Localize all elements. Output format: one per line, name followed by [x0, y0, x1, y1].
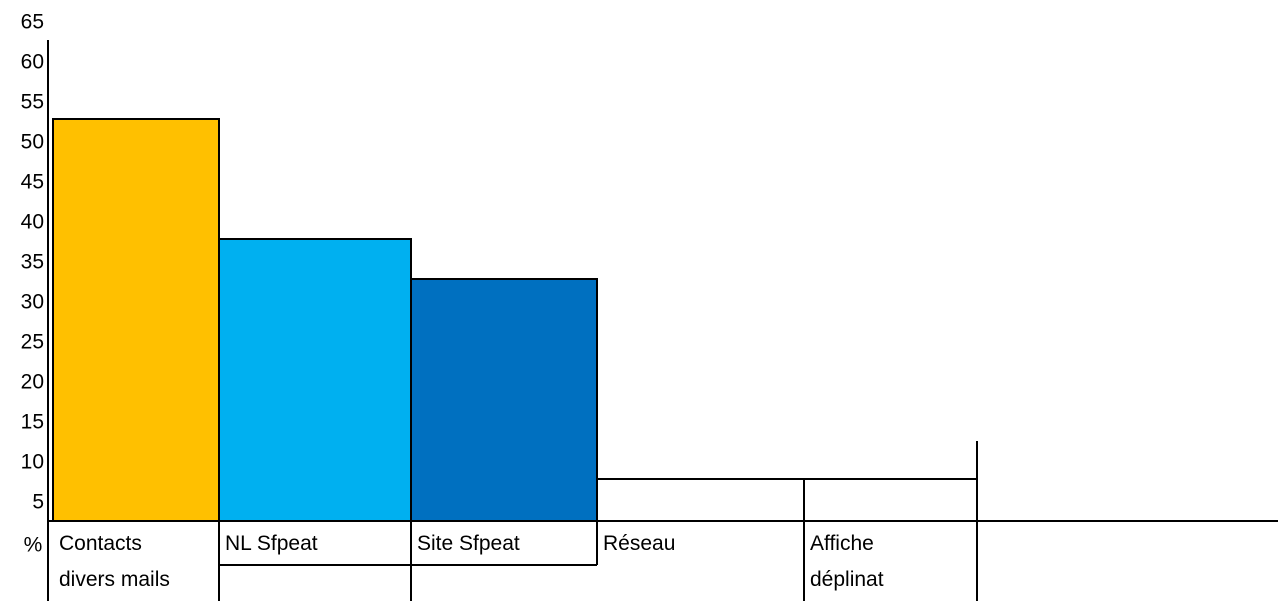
x-tick-label: Site Sfpeat [417, 532, 520, 555]
y-tick-label: 35 [21, 251, 44, 274]
y-tick-label: 40 [21, 211, 44, 234]
y-tick-label: 60 [21, 51, 44, 74]
bar [52, 118, 220, 522]
y-tick-label: 10 [21, 451, 44, 474]
bar [596, 478, 805, 522]
bar [410, 278, 598, 522]
y-tick-label: 65 [21, 11, 44, 34]
y-axis-label: % [24, 534, 43, 557]
x-tick-label: Contacts divers mails [59, 532, 170, 591]
y-tick-label: 25 [21, 331, 44, 354]
y-tick-label: 15 [21, 411, 44, 434]
y-tick-label: 55 [21, 91, 44, 114]
y-tick-label: 45 [21, 171, 44, 194]
y-tick-label: 20 [21, 371, 44, 394]
x-tick-label: NL Sfpeat [225, 532, 318, 555]
x-tick-label: Réseau [603, 532, 676, 555]
x-tick-label: Affiche déplinat [810, 532, 884, 591]
y-tick-label: 5 [32, 491, 44, 514]
bar [803, 478, 978, 522]
bar [218, 238, 412, 522]
y-tick-label: 50 [21, 131, 44, 154]
y-tick-label: 30 [21, 291, 44, 314]
